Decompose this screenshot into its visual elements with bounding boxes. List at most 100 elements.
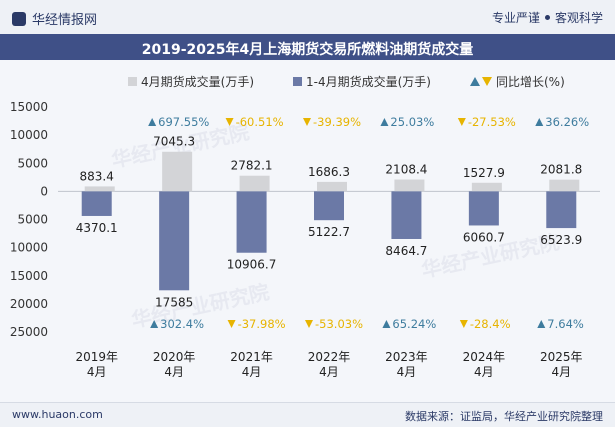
y-tick-label: 5000 <box>17 156 48 170</box>
x-tick-label-year: 2022年 <box>308 350 351 364</box>
bar-cumulative <box>314 191 344 221</box>
x-tick-label-month: 4月 <box>397 365 417 379</box>
y-tick-label: 0 <box>40 184 48 198</box>
bar-monthly <box>471 182 502 192</box>
bar-cumulative <box>236 191 267 253</box>
value-label-monthly: 1527.9 <box>463 166 505 180</box>
x-tick-label-month: 4月 <box>242 365 262 379</box>
growth-monthly-label: 697.55% <box>158 115 209 129</box>
value-label-monthly: 883.4 <box>80 169 114 183</box>
tagline-left: 专业严谨 <box>491 11 540 25</box>
data-source: 数据来源：证监局，华经产业研究院整理 <box>405 410 603 423</box>
chart-title: 2019-2025年4月上海期货交易所燃料油期货成交量 <box>141 42 474 58</box>
growth-cumulative-label: -28.4% <box>470 317 511 331</box>
growth-monthly-label: 36.26% <box>545 115 589 129</box>
chart-svg: 4月期货成交量(万手) 1-4月期货成交量(万手) 同比增长(%) 15000 100… <box>10 74 600 379</box>
bar-cumulative <box>546 191 577 229</box>
footer-bar: www.huaon.com 数据来源：证监局，华经产业研究院整理 <box>0 402 615 427</box>
value-label-cumulative: 17585 <box>155 295 193 309</box>
growth-labels: 697.55% 302.4% -60.51% -37.98% -39.39% -53.03… <box>148 115 589 331</box>
growth-up-triangle-icon <box>382 320 391 328</box>
brand[interactable]: 华经情报网 <box>12 9 97 28</box>
legend-down-triangle-icon <box>482 77 492 86</box>
y-tick-label: 25000 <box>10 325 48 339</box>
y-tick-label: 10000 <box>10 128 48 142</box>
value-label-monthly: 1686.3 <box>308 165 350 179</box>
legend-up-triangle-icon <box>470 77 480 86</box>
brand-name: 华经情报网 <box>32 13 98 28</box>
bars <box>81 151 580 291</box>
value-label-monthly: 2108.4 <box>385 163 427 177</box>
value-label-cumulative: 8464.7 <box>385 244 427 258</box>
x-tick-label-year: 2020年 <box>153 350 196 364</box>
growth-cumulative-label: -53.03% <box>315 317 363 331</box>
growth-monthly-label: -27.53% <box>468 115 516 129</box>
y-tick-label: 5000 <box>17 213 48 227</box>
x-tick-label-year: 2023年 <box>385 350 428 364</box>
data-labels: 883.4 4370.1 7045.3 17585 2782.1 10906.7 1686.… <box>76 135 583 310</box>
x-tick-label-year: 2025年 <box>540 350 583 364</box>
growth-down-triangle-icon <box>305 320 313 328</box>
value-label-cumulative: 4370.1 <box>76 221 118 235</box>
growth-up-triangle-icon <box>380 118 389 126</box>
value-label-cumulative: 6060.7 <box>463 230 505 244</box>
bar-cumulative <box>391 191 422 239</box>
brand-logo-icon <box>12 12 26 26</box>
growth-down-triangle-icon <box>227 320 236 328</box>
x-tick-label-month: 4月 <box>164 365 184 379</box>
legend-swatch-monthly <box>128 77 137 86</box>
growth-up-triangle-icon <box>535 118 544 126</box>
value-label-monthly: 2782.1 <box>231 159 273 173</box>
bar-monthly <box>162 151 193 192</box>
growth-down-triangle-icon <box>457 118 466 126</box>
y-tick-label: 10000 <box>10 241 48 255</box>
x-tick-label-year: 2019年 <box>75 350 118 364</box>
legend-swatch-cumulative <box>293 77 302 86</box>
tagline-right: 客观科学 <box>554 11 603 25</box>
growth-down-triangle-icon <box>225 118 234 126</box>
growth-up-triangle-icon <box>537 320 546 328</box>
x-tick-label-month: 4月 <box>474 365 494 379</box>
bar-monthly <box>549 179 580 192</box>
growth-monthly-label: 25.03% <box>390 115 434 129</box>
y-tick-label: 15000 <box>10 269 48 283</box>
growth-cumulative-label: 302.4% <box>160 317 204 331</box>
growth-down-triangle-icon <box>459 320 468 328</box>
growth-up-triangle-icon <box>150 320 159 328</box>
y-tick-label: 15000 <box>10 100 48 114</box>
x-tick-label-year: 2021年 <box>230 350 273 364</box>
x-tick-label-month: 4月 <box>551 365 571 379</box>
y-tick-label: 20000 <box>10 297 48 311</box>
growth-down-triangle-icon <box>303 118 311 126</box>
growth-cumulative-label: 65.24% <box>392 317 436 331</box>
bar-cumulative <box>159 191 190 291</box>
bar-monthly <box>239 175 270 192</box>
growth-up-triangle-icon <box>148 118 157 126</box>
bar-monthly <box>394 179 425 192</box>
legend-label-monthly: 4月期货成交量(万手) <box>141 74 254 89</box>
legend-label-cumulative: 1-4月期货成交量(万手) <box>306 74 431 89</box>
header-bar: 华经情报网 专业严谨 客观科学 <box>0 0 615 35</box>
bar-monthly <box>317 181 347 192</box>
bar-cumulative <box>81 191 112 216</box>
value-label-monthly: 7045.3 <box>153 135 195 149</box>
x-tick-label-year: 2024年 <box>463 350 506 364</box>
growth-cumulative-label: -37.98% <box>238 317 286 331</box>
separator-dot-icon <box>544 15 550 20</box>
x-tick-label-month: 4月 <box>319 365 339 379</box>
x-tick-label-month: 4月 <box>87 365 107 379</box>
x-axis: 2019年4月2020年4月2021年4月2022年4月2023年4月2024年… <box>75 350 582 379</box>
bar-monthly <box>84 186 115 192</box>
value-label-cumulative: 5122.7 <box>308 225 350 239</box>
legend: 4月期货成交量(万手) 1-4月期货成交量(万手) 同比增长(%) <box>128 74 565 89</box>
tagline: 专业严谨 客观科学 <box>492 9 603 26</box>
bar-cumulative <box>468 191 499 226</box>
title-bar: 2019-2025年4月上海期货交易所燃料油期货成交量 <box>0 34 615 60</box>
growth-cumulative-label: 7.64% <box>547 317 584 331</box>
website-link[interactable]: www.huaon.com <box>12 408 103 421</box>
y-axis: 15000 10000 5000 0 5000 10000 15000 20000 25000 <box>10 100 48 339</box>
value-label-cumulative: 6523.9 <box>540 233 582 247</box>
legend-label-growth: 同比增长(%) <box>496 75 565 89</box>
growth-monthly-label: -39.39% <box>313 115 361 129</box>
